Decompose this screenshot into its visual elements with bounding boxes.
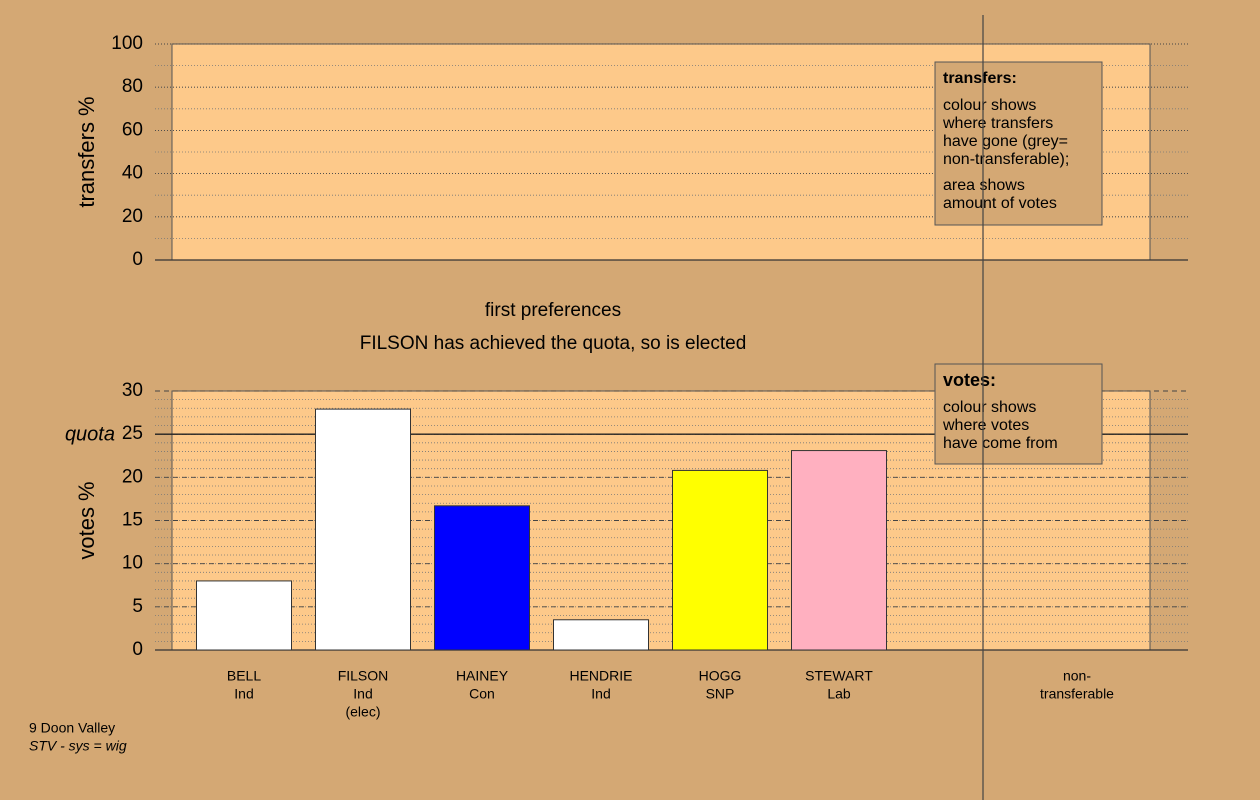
y-tick-label: 20 (122, 466, 143, 487)
legend-text: non-transferable); (943, 151, 1069, 168)
legend-text: colour shows (943, 97, 1036, 114)
y-tick-label: 20 (122, 206, 143, 227)
x-tick-label: Ind (353, 686, 372, 702)
x-tick-label: Lab (827, 686, 851, 702)
footer-area: 9 Doon Valley (29, 720, 115, 736)
footer-system: STV - sys = wig (29, 738, 127, 754)
x-tick-label: SNP (706, 686, 735, 702)
chart-subtitle: FILSON has achieved the quota, so is ele… (360, 333, 747, 354)
legend-text: area shows (943, 177, 1025, 194)
x-tick-label: HOGG (699, 668, 742, 684)
y-tick-label: 40 (122, 163, 143, 184)
legend-box (934, 363, 1103, 465)
legend-text: have gone (grey= (943, 133, 1068, 150)
y-tick-label: 25 (122, 423, 143, 444)
x-tick-label: STEWART (805, 668, 873, 684)
chart-title: first preferences (485, 300, 621, 321)
y-tick-label: 0 (132, 249, 143, 270)
legend-text: where transfers (942, 115, 1053, 132)
y-tick-label: 15 (122, 510, 143, 531)
bar (791, 450, 887, 651)
x-tick-label: transferable (1040, 686, 1114, 702)
bar (196, 580, 292, 651)
x-tick-label: FILSON (338, 668, 389, 684)
y-tick-label: 10 (122, 553, 143, 574)
x-tick-label: non- (1063, 668, 1091, 684)
legend-title: transfers: (943, 70, 1017, 87)
y-tick-label: 0 (132, 639, 143, 660)
x-tick-label: BELL (227, 668, 261, 684)
legend-text: amount of votes (943, 195, 1057, 212)
bar (434, 505, 530, 651)
y-tick-label: 80 (122, 76, 143, 97)
legend-text: where votes (942, 417, 1029, 434)
y-tick-label: 5 (132, 596, 143, 617)
x-tick-label: HAINEY (456, 668, 509, 684)
y-axis-label: transfers % (74, 96, 99, 207)
bar (672, 469, 768, 651)
y-tick-label: 30 (122, 380, 143, 401)
legend-text: have come from (943, 435, 1058, 452)
quota-label: quota (65, 423, 115, 445)
legend-box (934, 61, 1103, 226)
bar (553, 619, 649, 651)
x-tick-label: HENDRIE (569, 668, 632, 684)
bar (315, 408, 411, 651)
x-tick-label: Ind (591, 686, 610, 702)
legend-title: votes: (943, 370, 996, 390)
y-tick-label: 100 (111, 33, 143, 54)
legend-text: colour shows (943, 399, 1036, 416)
y-tick-label: 60 (122, 119, 143, 140)
x-tick-label: Ind (234, 686, 253, 702)
x-tick-label: (elec) (345, 704, 380, 720)
x-tick-label: Con (469, 686, 495, 702)
y-axis-label: votes % (74, 481, 99, 559)
